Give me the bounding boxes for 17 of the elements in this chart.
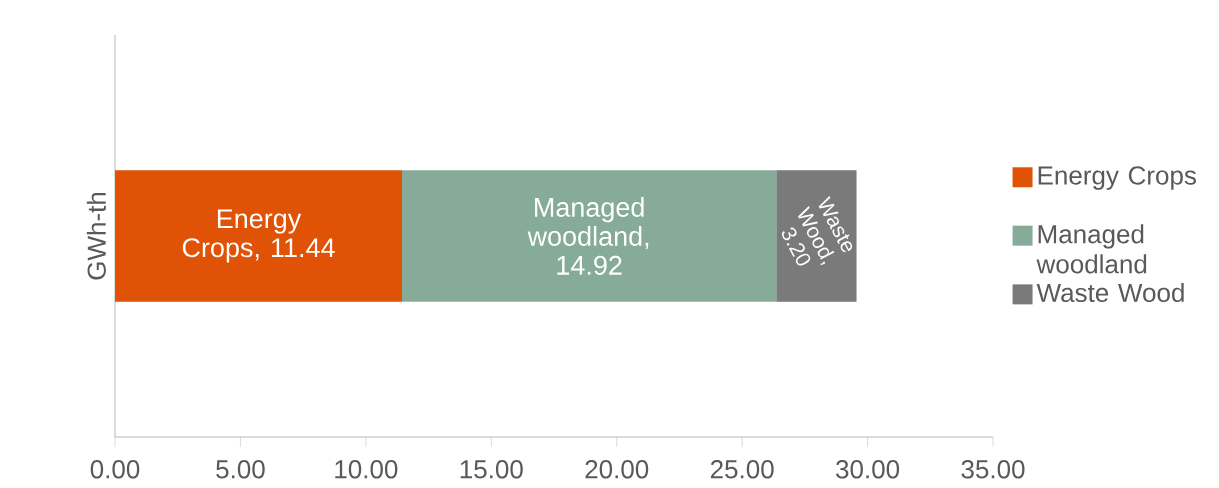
legend-label: Managed woodland: [1036, 224, 1147, 274]
data-label: Managed woodland, 14.92: [527, 197, 649, 275]
x-tick-label: 20.00: [585, 460, 649, 479]
x-tick-label: 30.00: [836, 460, 900, 479]
x-tick-label: 5.00: [216, 460, 265, 479]
x-tick-label: 10.00: [335, 460, 398, 479]
bar: [776, 170, 857, 302]
legend-label: Waste Wood: [1036, 282, 1184, 303]
x-tick-label: 35.00: [961, 460, 1025, 479]
bar: [401, 170, 777, 302]
x-tick-label: 0.00: [90, 460, 140, 479]
bar: [115, 170, 402, 302]
data-label: Energy Crops, 11.44: [182, 209, 335, 263]
legend-label: Energy Crops: [1038, 166, 1196, 190]
y-axis-title: GWh-th: [86, 192, 106, 280]
x-tick-label: 25.00: [710, 460, 774, 479]
x-tick-label: 15.00: [460, 460, 523, 479]
